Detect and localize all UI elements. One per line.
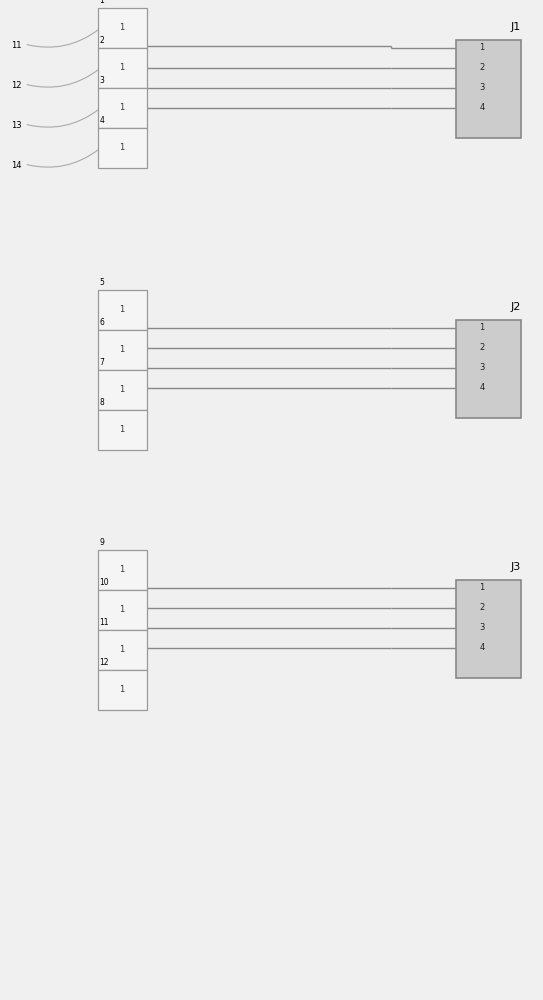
Bar [98, 128, 147, 168]
Text: 3: 3 [99, 76, 104, 85]
Text: 1: 1 [479, 324, 485, 332]
Bar [98, 370, 147, 410]
Bar [98, 410, 147, 450]
Bar [98, 88, 147, 128]
Text: 12: 12 [11, 82, 21, 91]
Text: 1: 1 [119, 605, 125, 614]
Text: 9: 9 [99, 538, 104, 547]
Text: 2: 2 [479, 344, 485, 353]
Text: J2: J2 [511, 302, 521, 312]
Text: 12: 12 [99, 658, 109, 667]
Text: 1: 1 [119, 143, 125, 152]
Text: 1: 1 [119, 385, 125, 394]
Bar [98, 670, 147, 710]
Text: 1: 1 [479, 43, 485, 52]
Text: 14: 14 [11, 161, 21, 170]
Text: 13: 13 [11, 121, 22, 130]
Text: 1: 1 [99, 0, 104, 5]
Text: 1: 1 [119, 646, 125, 654]
Text: 3: 3 [479, 84, 485, 93]
Bar [456, 580, 521, 678]
Text: 1: 1 [119, 425, 125, 434]
Text: 7: 7 [99, 358, 104, 367]
Text: 11: 11 [99, 618, 109, 627]
Text: 1: 1 [119, 566, 125, 574]
Text: 1: 1 [479, 584, 485, 592]
Text: 4: 4 [479, 104, 485, 112]
Text: 4: 4 [479, 644, 485, 652]
Text: 1: 1 [119, 305, 125, 314]
Text: 3: 3 [479, 624, 485, 633]
Bar [456, 320, 521, 418]
Text: 2: 2 [479, 603, 485, 612]
Text: 1: 1 [119, 686, 125, 694]
Text: 5: 5 [99, 278, 104, 287]
Bar [98, 330, 147, 370]
Bar [98, 590, 147, 630]
Text: 1: 1 [119, 104, 125, 112]
Text: 3: 3 [479, 363, 485, 372]
Text: 11: 11 [11, 41, 21, 50]
Bar [98, 630, 147, 670]
Text: 10: 10 [99, 578, 109, 587]
Bar [98, 8, 147, 48]
Text: J1: J1 [511, 22, 521, 32]
Text: 8: 8 [99, 398, 104, 407]
Bar [98, 290, 147, 330]
Text: 1: 1 [119, 346, 125, 355]
Text: 1: 1 [119, 64, 125, 73]
Bar [456, 40, 521, 138]
Text: 6: 6 [99, 318, 104, 327]
Text: 4: 4 [99, 116, 104, 125]
Bar [98, 550, 147, 590]
Bar [98, 48, 147, 88]
Text: 2: 2 [479, 64, 485, 73]
Text: 4: 4 [479, 383, 485, 392]
Text: 1: 1 [119, 23, 125, 32]
Text: 2: 2 [99, 36, 104, 45]
Text: J3: J3 [511, 562, 521, 572]
